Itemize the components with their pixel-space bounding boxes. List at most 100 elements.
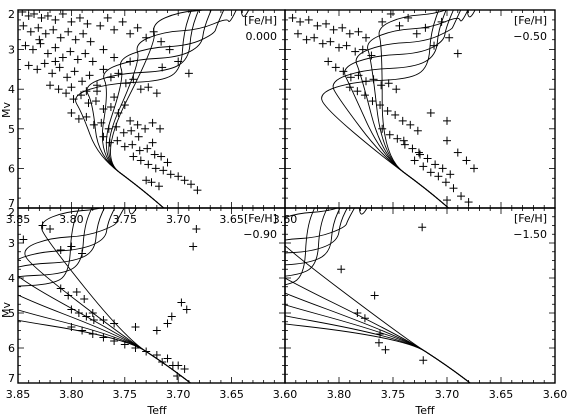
data-point [104,124,113,133]
data-point [71,35,80,44]
data-point [81,49,90,58]
data-point [416,150,424,159]
isochrone-curve [18,208,192,383]
isochrone-curve [110,10,250,208]
isochrone-curve [332,10,450,208]
data-point [156,124,165,133]
x-tick-label: 3.70 [435,388,460,401]
isochrone-curve [285,208,471,383]
data-point [37,13,46,22]
data-point [64,27,73,36]
data-point [133,120,142,129]
data-point [38,221,47,230]
x-tick-label: 3.75 [113,388,138,401]
data-point [120,142,129,151]
data-point [353,87,362,96]
data-point [142,347,151,356]
data-point [410,156,419,165]
data-point [187,180,196,189]
data-point [419,162,428,171]
data-point [119,128,128,137]
data-point [88,57,97,66]
data-point [368,97,377,106]
data-point [457,192,466,201]
data-point [408,144,417,153]
data-point [41,29,50,38]
isochrone-curve [41,208,192,383]
data-point [288,13,297,22]
data-point [377,81,386,90]
data-point [120,101,129,110]
data-point [443,196,451,205]
data-point [126,29,135,38]
data-point [443,136,451,145]
data-point [157,37,166,46]
feh-label-prefix: [Fe/H] [514,212,547,225]
data-point [113,136,122,145]
data-point [56,246,65,254]
y-tick-label: 3 [8,44,15,57]
data-point [78,249,87,258]
isochrone-curve [355,10,462,208]
data-point [149,27,158,36]
data-point [67,83,76,92]
data-point [24,61,33,70]
data-point [362,33,370,42]
data-point [165,45,174,54]
data-point [152,351,161,359]
panels-layer: 3.85 3.80 3.75 3.70 3.65 3.60 2 3 4 5 6 7 [Fe/H] 0.00… [6,8,568,401]
data-point [103,13,112,22]
data-point [464,198,473,207]
data-point [177,298,186,307]
data-point [88,330,97,338]
data-point [166,170,175,179]
data-point [152,89,161,98]
data-point [398,116,407,125]
data-point [154,182,163,191]
data-point [438,164,447,173]
data-point [18,10,27,16]
data-point [21,41,30,50]
data-point [445,33,454,42]
data-point [67,305,76,314]
data-point [131,323,140,331]
data-point [159,166,168,175]
data-point [46,81,55,90]
data-point [412,29,421,38]
data-point [136,85,145,94]
data-point [84,99,93,108]
data-point [174,172,183,181]
x-tick-label: 3.80 [59,213,84,226]
data-point [99,316,108,324]
data-point [331,63,340,72]
data-point [174,57,183,66]
x-axis-label-right: Teff [414,404,435,417]
data-point [370,291,379,300]
data-point [182,305,191,314]
data-point [89,316,98,324]
data-point [322,19,331,28]
data-point [134,132,143,141]
data-point [19,235,28,244]
data-point [43,11,52,20]
data-point [378,17,387,26]
data-point [453,49,462,58]
data-point [385,130,394,139]
data-point [163,319,172,328]
isochrone-curve [24,208,192,383]
data-points [18,10,202,195]
data-point [419,356,428,365]
data-point [129,152,138,161]
data-point [304,15,313,24]
data-point [49,25,58,34]
data-point [423,154,432,163]
x-tick-label: 3.65 [219,213,244,226]
data-point [421,23,430,32]
data-point [158,63,167,72]
feh-label-value: −0.50 [513,30,547,43]
data-point [158,358,167,366]
feh-label-prefix: [Fe/H] [244,14,277,27]
data-point [133,23,142,32]
data-point [36,39,45,48]
tick-marks [17,207,286,384]
